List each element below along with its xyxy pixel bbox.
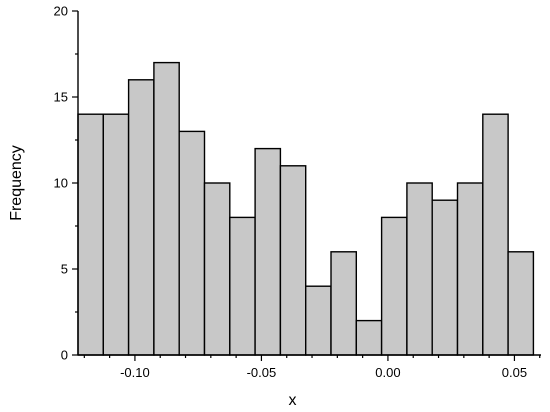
histogram-bar-13 bbox=[380, 216, 408, 356]
y-axis-title: Frequency bbox=[8, 145, 25, 221]
y-tick-label-4: 15 bbox=[54, 90, 68, 105]
histogram-bar-9 bbox=[279, 165, 307, 356]
histogram-bar-3 bbox=[127, 79, 155, 356]
histogram-bar-18 bbox=[507, 251, 535, 356]
histogram-bar-12 bbox=[355, 319, 383, 356]
histogram-bar-10 bbox=[305, 285, 332, 356]
y-tick-label-3: 10 bbox=[54, 176, 68, 191]
y-tick-label-1: 0 bbox=[61, 348, 68, 363]
histogram-bar-16 bbox=[456, 182, 484, 356]
histogram-bar-17 bbox=[482, 113, 509, 356]
x-tick-label-2: -0.05 bbox=[247, 365, 277, 380]
histogram-bar-5 bbox=[178, 130, 206, 356]
x-tick-label-1: -0.10 bbox=[120, 365, 150, 380]
histogram-bar-14 bbox=[406, 182, 433, 356]
histogram-bar-2 bbox=[102, 113, 130, 356]
x-tick-label-3: 0.00 bbox=[375, 365, 400, 380]
histogram-bar-1 bbox=[77, 113, 105, 356]
tick-labels-group: -0.10 -0.05 0.00 0.05 0 5 10 15 20 bbox=[54, 4, 528, 381]
histogram-bar-15 bbox=[431, 199, 459, 356]
histogram-bar-4 bbox=[153, 61, 180, 356]
histogram-bar-7 bbox=[229, 216, 256, 356]
x-axis-title: x bbox=[289, 392, 297, 409]
histogram-bar-6 bbox=[203, 182, 231, 356]
x-tick-label-4: 0.05 bbox=[502, 365, 527, 380]
histogram-bar-11 bbox=[330, 251, 358, 356]
y-tick-label-5: 20 bbox=[54, 4, 68, 19]
bars-group bbox=[77, 61, 535, 356]
y-tick-label-2: 5 bbox=[61, 262, 68, 277]
histogram-bar-8 bbox=[254, 147, 282, 356]
